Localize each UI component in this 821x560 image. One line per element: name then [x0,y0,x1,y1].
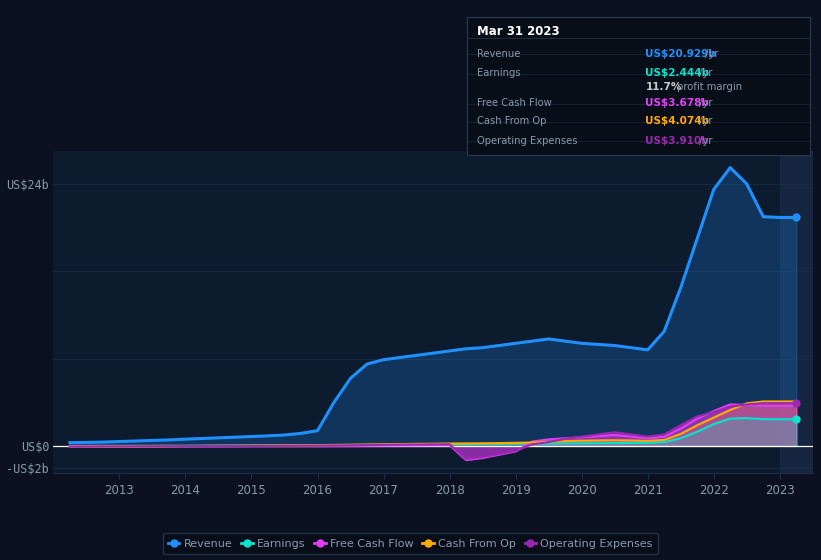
Text: /yr: /yr [702,49,718,59]
Text: Operating Expenses: Operating Expenses [477,136,578,146]
Text: US$3.910b: US$3.910b [645,136,709,146]
Text: /yr: /yr [696,116,713,127]
Text: /yr: /yr [696,99,713,109]
Text: Earnings: Earnings [477,68,521,78]
Text: US$20.929b: US$20.929b [645,49,716,59]
Text: US$2.444b: US$2.444b [645,68,709,78]
Text: Revenue: Revenue [477,49,521,59]
Text: US$4.074b: US$4.074b [645,116,709,127]
Text: Cash From Op: Cash From Op [477,116,547,127]
Text: profit margin: profit margin [674,82,742,92]
Text: US$3.678b: US$3.678b [645,99,709,109]
Bar [780,151,813,473]
Text: Mar 31 2023: Mar 31 2023 [477,25,560,38]
Text: /yr: /yr [696,68,713,78]
Text: 11.7%: 11.7% [645,82,681,92]
Text: /yr: /yr [696,136,713,146]
Text: Free Cash Flow: Free Cash Flow [477,99,552,109]
Legend: Revenue, Earnings, Free Cash Flow, Cash From Op, Operating Expenses: Revenue, Earnings, Free Cash Flow, Cash … [163,533,658,554]
